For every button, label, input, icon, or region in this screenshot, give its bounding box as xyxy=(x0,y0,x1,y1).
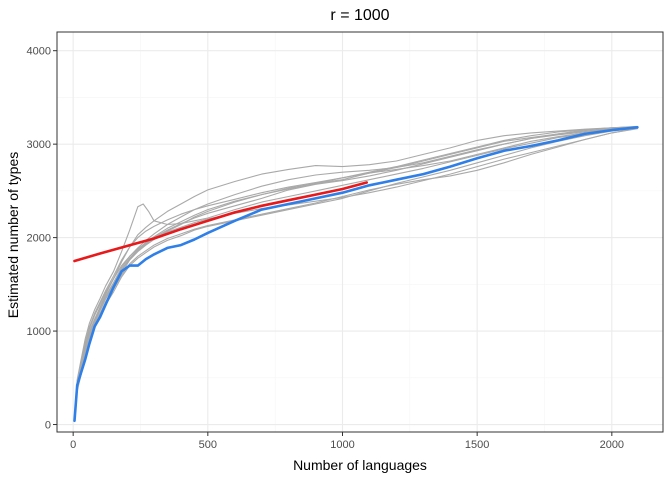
sample-line-10 xyxy=(73,126,638,421)
y-tick-label: 1000 xyxy=(27,326,51,338)
sample-line-7 xyxy=(73,125,638,419)
mean-line xyxy=(73,126,639,423)
sample-line-5 xyxy=(73,127,638,422)
axis-ticks: 0 500 1000 1500 2000 0 1000 2000 3000 4000 xyxy=(27,46,625,451)
panel-border xyxy=(56,31,664,433)
sample-line-8 xyxy=(73,128,638,421)
sample-line-9 xyxy=(73,127,638,419)
y-tick-label: 0 xyxy=(45,420,51,432)
y-tick-label: 3000 xyxy=(27,139,51,151)
chart-title: r = 1000 xyxy=(330,7,389,24)
x-tick-label: 2000 xyxy=(600,439,624,451)
sample-line-6 xyxy=(73,127,638,420)
y-tick-label: 2000 xyxy=(27,233,51,245)
extrapolation-line xyxy=(73,181,369,263)
y-axis-title: Estimated number of types xyxy=(5,152,21,319)
sample-line-1 xyxy=(73,126,638,418)
x-tick-label: 0 xyxy=(70,439,76,451)
x-tick-label: 1500 xyxy=(465,439,489,451)
series-lines xyxy=(73,125,639,423)
y-tick-label: 4000 xyxy=(27,46,51,58)
x-axis-title: Number of languages xyxy=(293,457,427,473)
x-tick-label: 1000 xyxy=(330,439,354,451)
grid-lines xyxy=(57,32,663,432)
x-tick-label: 500 xyxy=(199,439,217,451)
